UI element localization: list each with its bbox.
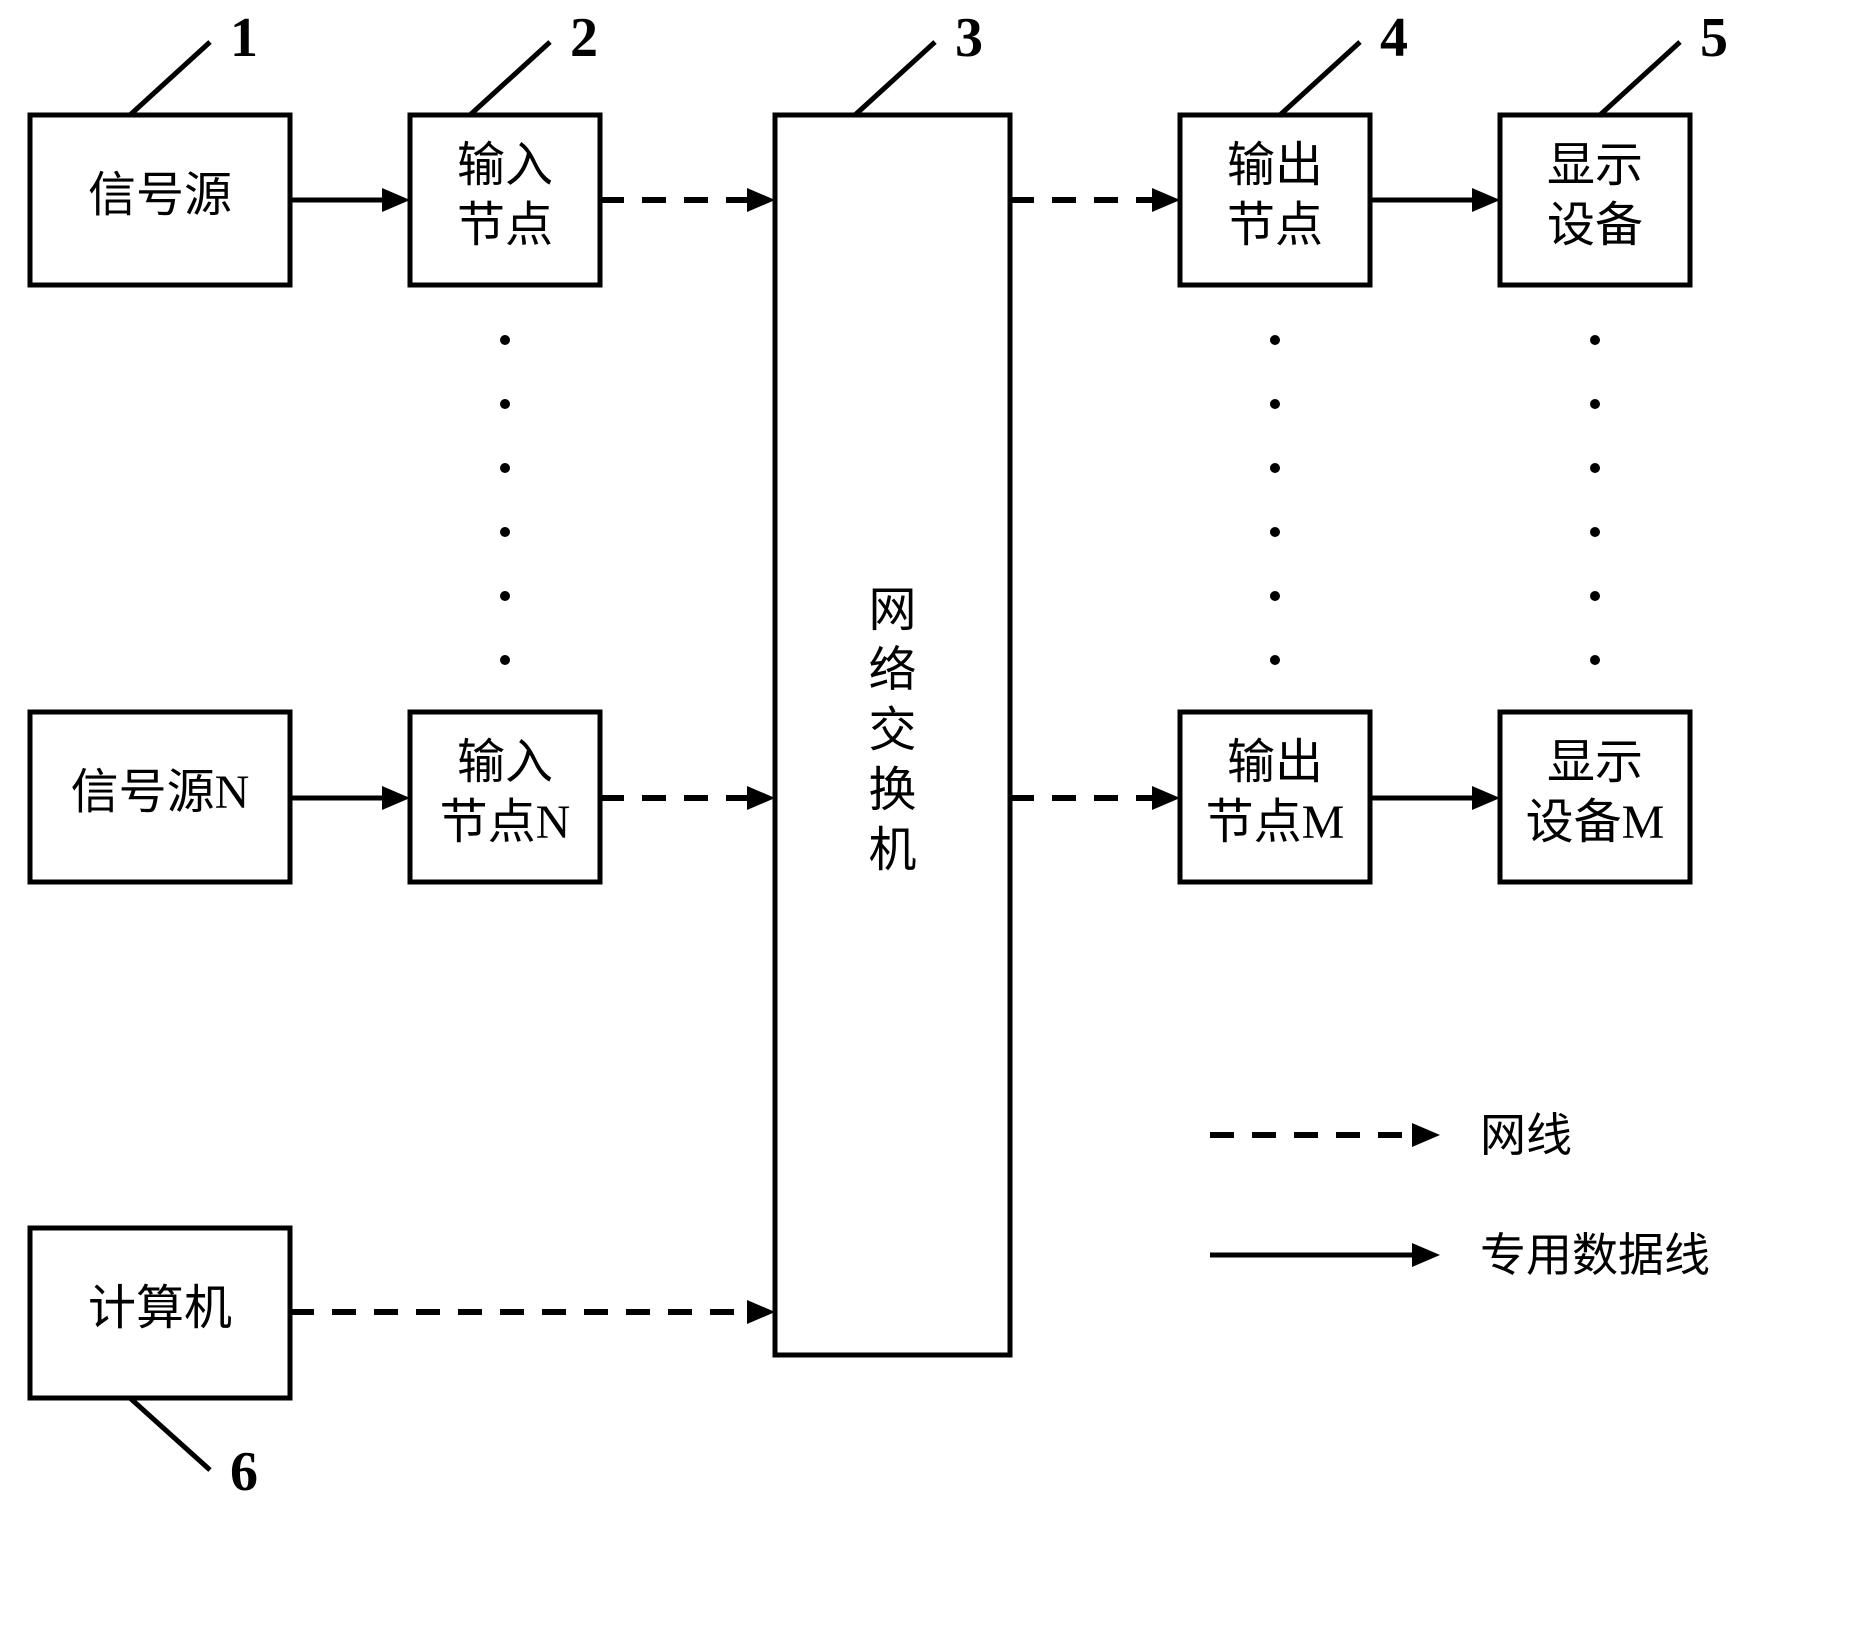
edge-2 bbox=[1010, 188, 1180, 212]
diagram-canvas: 信号源1信号源N输入节点2输入节点N网络交换机3输出节点4输出节点M显示设备5显… bbox=[0, 0, 1860, 1627]
edge-3 bbox=[1370, 188, 1500, 212]
legend-arrow-dashed bbox=[1210, 1123, 1440, 1147]
vdots-dot bbox=[500, 335, 510, 345]
vdots-dot bbox=[500, 655, 510, 665]
node-label: 节点 bbox=[457, 199, 553, 252]
node-label: 信号源 bbox=[88, 169, 232, 222]
vdots-dot bbox=[500, 527, 510, 537]
node-label: 输出 bbox=[1227, 139, 1323, 192]
node-label: 换 bbox=[868, 764, 916, 817]
vdots-dot bbox=[1590, 463, 1600, 473]
edge-0 bbox=[290, 188, 410, 212]
vdots-dot bbox=[1270, 527, 1280, 537]
node-label: 信号源N bbox=[71, 766, 250, 819]
vdots-dot bbox=[1270, 463, 1280, 473]
vdots-dot bbox=[1270, 591, 1280, 601]
node-n3: 网络交换机 bbox=[775, 115, 1010, 1355]
vdots-dot bbox=[500, 399, 510, 409]
ref-number-2: 2 bbox=[570, 7, 598, 69]
edge-1 bbox=[600, 188, 775, 212]
vdots-dot bbox=[1590, 399, 1600, 409]
node-label: 输出 bbox=[1227, 736, 1323, 789]
node-n1: 信号源 bbox=[30, 115, 290, 285]
node-label: 机 bbox=[868, 824, 916, 877]
legend-arrow-solid bbox=[1210, 1243, 1440, 1267]
node-label: 节点M bbox=[1206, 796, 1345, 849]
edge-7 bbox=[1370, 786, 1500, 810]
node-label: 计算机 bbox=[88, 1282, 232, 1335]
node-label: 交 bbox=[868, 704, 916, 757]
vdots-dot bbox=[1590, 335, 1600, 345]
ref-number-1: 1 bbox=[230, 7, 258, 69]
node-label: 输入 bbox=[457, 139, 553, 192]
node-label: 显示 bbox=[1547, 736, 1643, 789]
vdots-dot bbox=[1270, 655, 1280, 665]
vdots-dot bbox=[1270, 335, 1280, 345]
vdots-dot bbox=[500, 463, 510, 473]
node-n4: 输出节点 bbox=[1180, 115, 1370, 285]
node-label: 节点N bbox=[440, 796, 571, 849]
legend-label: 网线 bbox=[1480, 1110, 1572, 1161]
vdots-dot bbox=[1270, 399, 1280, 409]
node-n5: 显示设备 bbox=[1500, 115, 1690, 285]
node-label: 设备M bbox=[1526, 796, 1665, 849]
node-n2: 输入节点 bbox=[410, 115, 600, 285]
node-label: 络 bbox=[868, 644, 916, 697]
ref-number-4: 4 bbox=[1380, 7, 1408, 69]
legend-label: 专用数据线 bbox=[1480, 1230, 1710, 1281]
node-n6: 计算机 bbox=[30, 1228, 290, 1398]
ref-number-3: 3 bbox=[955, 7, 983, 69]
node-label: 输入 bbox=[457, 736, 553, 789]
vdots-dot bbox=[1590, 655, 1600, 665]
edge-6 bbox=[1010, 786, 1180, 810]
ref-number-5: 5 bbox=[1700, 7, 1728, 69]
node-label: 设备 bbox=[1547, 199, 1643, 252]
edge-8 bbox=[290, 1300, 775, 1324]
vdots-dot bbox=[1590, 527, 1600, 537]
ref-number-6: 6 bbox=[230, 1441, 258, 1503]
node-n1b: 信号源N bbox=[30, 712, 290, 882]
node-label: 显示 bbox=[1547, 139, 1643, 192]
node-n2b: 输入节点N bbox=[410, 712, 600, 882]
edge-4 bbox=[290, 786, 410, 810]
node-n4b: 输出节点M bbox=[1180, 712, 1370, 882]
node-label: 节点 bbox=[1227, 199, 1323, 252]
vdots-dot bbox=[1590, 591, 1600, 601]
vdots-dot bbox=[500, 591, 510, 601]
node-n5b: 显示设备M bbox=[1500, 712, 1690, 882]
edge-5 bbox=[600, 786, 775, 810]
node-label: 网 bbox=[868, 584, 916, 637]
